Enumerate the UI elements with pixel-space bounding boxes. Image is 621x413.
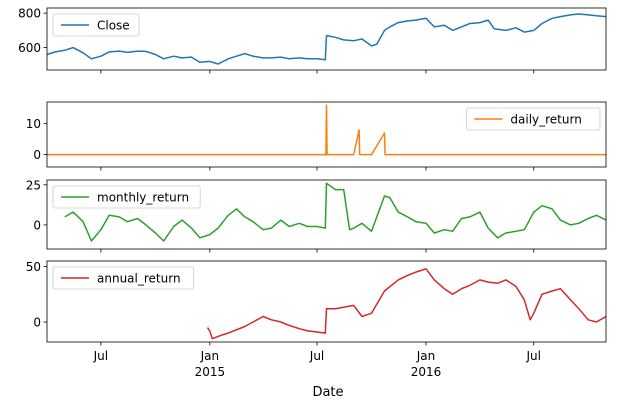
legend-label: annual_return [97,272,181,286]
panel-annual-return: 0 50 annual_return [26,260,607,346]
legend-daily-return: daily_return [465,107,601,131]
panel-Close: 600 800 Close [18,7,607,74]
legend-monthly-return: monthly_return [52,185,201,209]
legend-annual-return: annual_return [52,266,194,290]
legend-label: monthly_return [97,191,189,205]
panel-daily-return: 0 10 daily_return [26,101,607,171]
y-tick-label: 0 [33,148,41,162]
x-axis-label: Date [312,385,343,400]
legend-label: daily_return [510,113,581,127]
axes-frame [46,179,607,250]
x-tick-year-label: 2015 [195,365,226,379]
x-tick-label: Jan [416,349,436,363]
series-line-Close [46,13,607,65]
axes-frame [46,7,607,71]
legend-label: Close [97,19,130,33]
x-tick-label: Jul [526,349,541,363]
series-line-annual-return [206,268,607,340]
series-line-daily-return [47,104,606,156]
x-tick-label: Jul [93,349,108,363]
legend-box [52,13,140,37]
y-tick-label: 0 [33,218,41,232]
x-tick-label: Jan [200,349,220,363]
y-tick-label: 50 [26,260,41,274]
x-tick-label: Jul [309,349,324,363]
legend-box [465,107,601,131]
y-tick-label: 10 [26,117,41,131]
y-tick-label: 0 [33,316,41,330]
series-line-monthly-return [64,182,607,242]
legend-box [52,185,201,209]
axes-frame [46,101,607,168]
x-tick-year-label: 2016 [411,365,442,379]
y-tick-label: 800 [18,7,41,21]
y-tick-label: 600 [18,41,41,55]
y-tick-label: 25 [26,178,41,192]
axes-frame [46,260,607,343]
legend-Close: Close [52,13,140,37]
legend-box [52,266,194,290]
panel-monthly-return: 0 25 monthly_return [26,178,607,253]
